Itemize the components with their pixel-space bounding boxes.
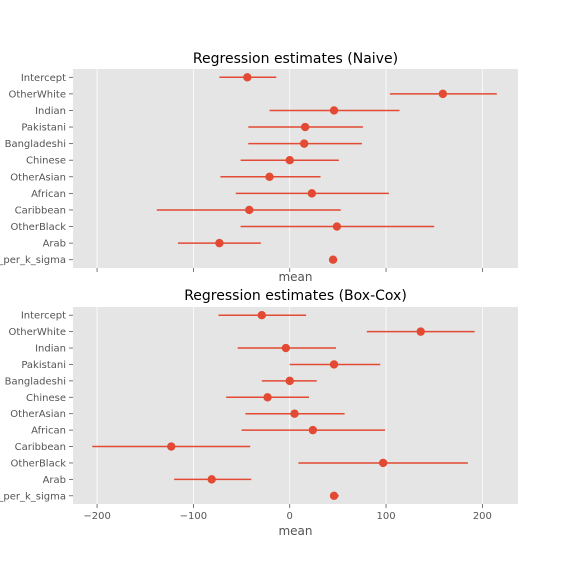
mean-point <box>167 442 175 450</box>
mean-point <box>265 173 273 181</box>
mean-point <box>290 410 298 418</box>
y-tick-label: Chinese <box>26 156 66 167</box>
mean-point <box>301 123 309 131</box>
chart-title: Regression estimates (Naive) <box>193 51 398 67</box>
mean-point <box>208 475 216 483</box>
y-tick-label: OtherWhite <box>9 89 66 100</box>
mean-point <box>263 393 271 401</box>
y-tick-label: _per_k_sigma <box>0 491 66 502</box>
y-tick-label: _per_k_sigma <box>0 255 66 266</box>
mean-point <box>215 239 223 247</box>
y-tick-label: Bangladeshi <box>5 376 66 387</box>
plot-area <box>73 307 518 504</box>
mean-point <box>330 492 338 500</box>
chart-panel-1: Intercept OtherWhite Indian Pakistani Bangla… <box>0 51 518 284</box>
y-tick-label: Pakistani <box>21 123 66 134</box>
mean-point <box>308 189 316 197</box>
y-tick-label: Indian <box>35 344 66 355</box>
y-tick-label: Indian <box>35 106 66 117</box>
x-tick-label: −100 <box>180 511 207 522</box>
y-tick-label: OtherAsian <box>10 172 66 183</box>
y-tick-label: Chinese <box>26 393 66 404</box>
mean-point <box>282 344 290 352</box>
mean-point <box>330 360 338 368</box>
mean-point <box>245 206 253 214</box>
y-tick-label: Caribbean <box>15 205 66 216</box>
chart-title: Regression estimates (Box-Cox) <box>184 288 407 304</box>
mean-point <box>333 222 341 230</box>
mean-point <box>439 90 447 98</box>
chart-panel-2: −200 −100 0 100 200 Intercept OtherWhite Indian… <box>0 288 518 538</box>
x-tick-label: 100 <box>376 511 395 522</box>
x-tick-label: 0 <box>287 511 293 522</box>
y-tick-label: Caribbean <box>15 442 66 453</box>
y-tick-label: Arab <box>43 475 66 486</box>
mean-point <box>243 73 251 81</box>
y-tick-label: OtherBlack <box>11 222 67 233</box>
y-tick-label: African <box>31 189 66 200</box>
mean-point <box>258 311 266 319</box>
x-tick-label: −200 <box>83 511 110 522</box>
y-tick-label: Bangladeshi <box>5 139 66 150</box>
y-tick-label: Intercept <box>21 73 66 84</box>
x-tick-label: 200 <box>473 511 492 522</box>
mean-point <box>286 377 294 385</box>
mean-point <box>330 106 338 114</box>
y-tick-label: African <box>31 426 66 437</box>
x-axis-label: mean <box>278 270 312 284</box>
y-tick-label: OtherWhite <box>9 327 66 338</box>
mean-point <box>300 139 308 147</box>
plot-area <box>73 69 518 268</box>
mean-point <box>309 426 317 434</box>
mean-point <box>379 459 387 467</box>
y-tick-label: Intercept <box>21 311 66 322</box>
mean-point <box>417 327 425 335</box>
y-tick-label: Arab <box>43 239 66 250</box>
mean-point <box>286 156 294 164</box>
x-axis-label: mean <box>278 524 312 538</box>
y-tick-label: OtherBlack <box>11 458 67 469</box>
y-tick-label: OtherAsian <box>10 409 66 420</box>
mean-point <box>329 256 337 264</box>
y-tick-label: Pakistani <box>21 360 66 371</box>
